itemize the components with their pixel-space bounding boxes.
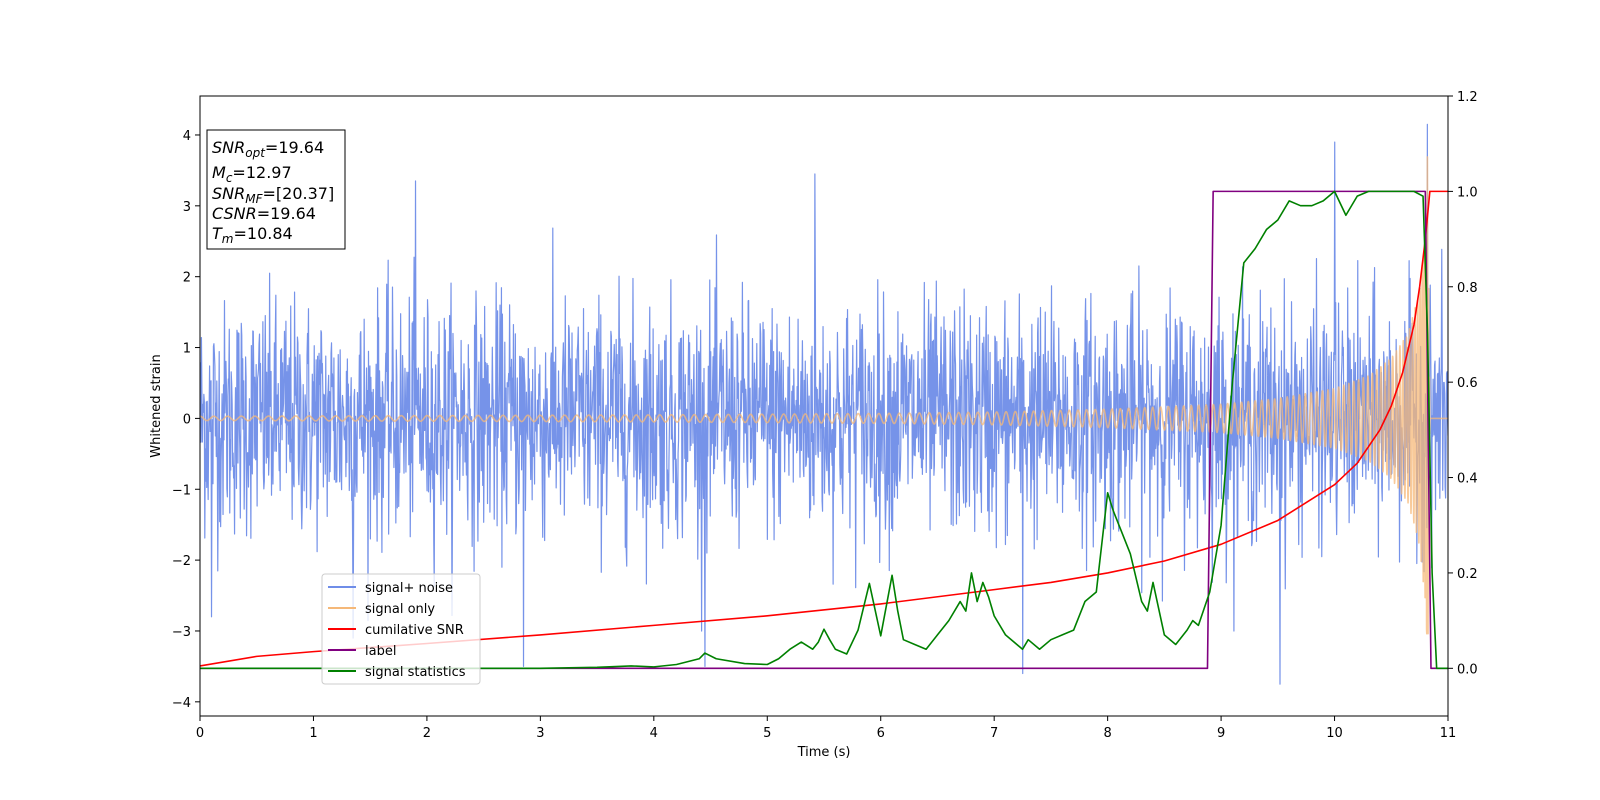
y-axis-title: Whitened strain: [149, 354, 164, 457]
annotation-subscript: opt: [245, 146, 266, 160]
y-tick-label: −2: [172, 554, 191, 569]
x-tick-label: 1: [309, 726, 317, 741]
annotation-symbol: SNR: [212, 184, 245, 203]
y-tick-label: −1: [172, 483, 191, 498]
annotation-value: =[20.37]: [263, 184, 335, 203]
axes-frame: [199, 95, 1449, 717]
x-tick-label: 8: [1103, 726, 1111, 741]
annotation-subscript: m: [222, 232, 234, 246]
x-tick-label: 10: [1326, 726, 1343, 741]
annotation-symbol: CSNR: [212, 204, 257, 223]
annotation-line: CSNR=19.64: [212, 204, 316, 223]
annotation-line: Mc=12.97: [212, 163, 292, 185]
y2-tick-label: 0.2: [1457, 567, 1478, 582]
series-line-1: [200, 156, 1448, 635]
series-line-0: [200, 123, 1448, 685]
annotation-subscript: c: [226, 171, 233, 185]
legend-label: signal statistics: [365, 665, 466, 680]
x-axis-title: Time (s): [797, 745, 851, 760]
y2-tick-label: 0.6: [1457, 376, 1478, 391]
x-tick-label: 6: [877, 726, 885, 741]
x-tick-label: 4: [650, 726, 658, 741]
series-line-2: [200, 190, 1448, 667]
y-tick-label: 3: [183, 200, 191, 215]
y-tick-label: 2: [183, 271, 191, 286]
legend-label: signal only: [365, 602, 435, 617]
legend-label: signal+ noise: [365, 581, 453, 596]
annotation-frame: [206, 129, 346, 250]
x-tick-label: 9: [1217, 726, 1225, 741]
annotation-box: SNRopt=19.64Mc=12.97SNRMF=[20.37]CSNR=19…: [206, 129, 346, 250]
y-tick-label: −3: [172, 625, 191, 640]
legend: signal+ noise signal only cumilative SNR la…: [321, 573, 481, 685]
annotation-subscript: MF: [245, 192, 263, 206]
annotation-line: SNRMF=[20.37]: [212, 184, 334, 206]
annotation-value: =12.97: [232, 163, 291, 182]
x-tick-label: 2: [423, 726, 431, 741]
annotation-value: =19.64: [257, 204, 316, 223]
legend-label: label: [365, 644, 396, 659]
annotation-line: SNRopt=19.64: [212, 138, 324, 160]
x-tick-label: 3: [536, 726, 544, 741]
series-line-3: [200, 190, 1448, 670]
x-tick-label: 7: [990, 726, 998, 741]
y2-tick-label: 0.8: [1457, 281, 1478, 296]
y2-tick-label: 1.0: [1457, 185, 1478, 200]
y-tick-label: 1: [183, 342, 191, 357]
annotation-symbol: SNR: [212, 138, 245, 157]
legend-box: [321, 573, 481, 685]
annotation-line: Tm=10.84: [212, 224, 293, 246]
x-tick-label: 11: [1440, 726, 1457, 741]
annotation-symbol: M: [212, 163, 226, 182]
annotation-value: =19.64: [265, 138, 324, 157]
y-tick-label: −4: [172, 696, 191, 711]
x-tick-label: 5: [763, 726, 771, 741]
y-tick-label: 0: [183, 412, 191, 427]
y2-tick-label: 0.0: [1457, 662, 1478, 677]
x-tick-label: 0: [196, 726, 204, 741]
y-axis-right: 0.0 0.2 0.4 0.6 0.8 1.0 1.2: [1448, 90, 1478, 677]
y2-tick-label: 0.4: [1457, 472, 1478, 487]
annotation-value: =10.84: [233, 224, 292, 243]
x-axis: 0 1 2 3 4 5 6 7 8 9 10 11: [196, 716, 1456, 741]
y-axis-left: −4 −3 −2 −1 0 1 2 3 4: [172, 129, 200, 711]
annotation-symbol: T: [212, 224, 223, 243]
legend-label: cumilative SNR: [365, 623, 464, 638]
plot-area: [200, 123, 1448, 685]
y-tick-label: 4: [183, 129, 191, 144]
y2-tick-label: 1.2: [1457, 90, 1478, 105]
series-line-4: [200, 190, 1448, 670]
